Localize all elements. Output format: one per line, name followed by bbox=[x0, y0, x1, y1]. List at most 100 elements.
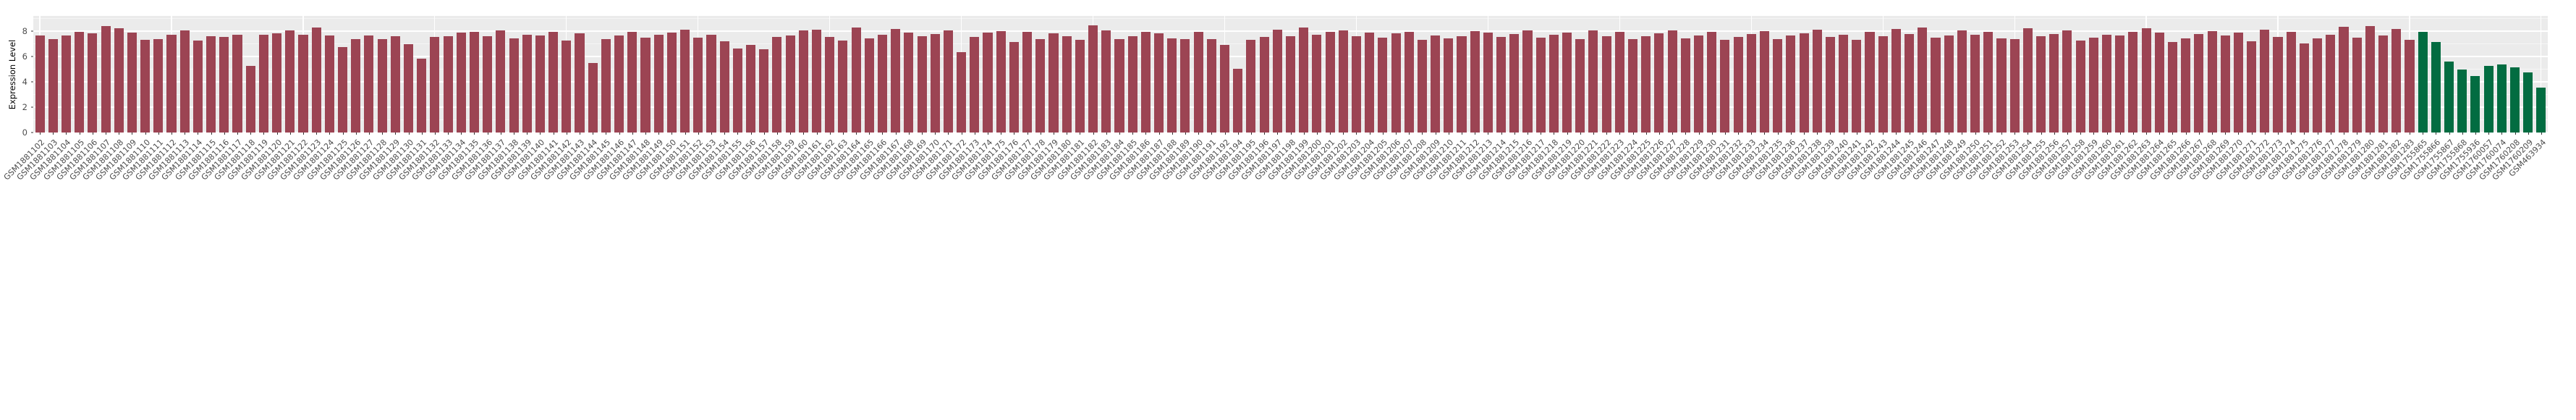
bar[interactable] bbox=[614, 35, 624, 133]
bar[interactable] bbox=[1878, 36, 1888, 133]
bar[interactable] bbox=[1891, 28, 1901, 133]
bar[interactable] bbox=[2022, 28, 2033, 133]
bar[interactable] bbox=[2483, 65, 2494, 133]
bar[interactable] bbox=[48, 38, 58, 133]
bar[interactable] bbox=[1259, 36, 1269, 133]
bar[interactable] bbox=[2088, 37, 2098, 133]
bar[interactable] bbox=[1206, 39, 1216, 133]
bar[interactable] bbox=[1101, 30, 1111, 133]
bar[interactable] bbox=[1391, 33, 1401, 133]
bar[interactable] bbox=[1404, 32, 1414, 133]
bar[interactable] bbox=[1957, 30, 1967, 133]
bar[interactable] bbox=[1548, 35, 1559, 133]
bar[interactable] bbox=[811, 30, 822, 133]
bar[interactable] bbox=[891, 29, 901, 133]
bar[interactable] bbox=[2101, 35, 2112, 133]
bar[interactable] bbox=[1918, 27, 1928, 133]
bar[interactable] bbox=[166, 34, 177, 133]
bar[interactable] bbox=[2339, 27, 2349, 133]
bar[interactable] bbox=[272, 33, 282, 133]
bar[interactable] bbox=[627, 31, 637, 133]
bar[interactable] bbox=[1233, 69, 1243, 133]
bar[interactable] bbox=[1825, 37, 1835, 133]
bar[interactable] bbox=[877, 35, 888, 133]
bar[interactable] bbox=[2431, 42, 2441, 133]
bar[interactable] bbox=[904, 33, 914, 133]
bar[interactable] bbox=[2075, 41, 2085, 133]
bar[interactable] bbox=[1733, 36, 1743, 133]
bar[interactable] bbox=[1114, 38, 1124, 133]
bar[interactable] bbox=[2009, 39, 2020, 133]
bar[interactable] bbox=[1641, 36, 1651, 133]
bar[interactable] bbox=[483, 35, 493, 133]
bar[interactable] bbox=[522, 34, 532, 133]
bar[interactable] bbox=[2062, 30, 2072, 133]
bar[interactable] bbox=[245, 65, 255, 133]
bar[interactable] bbox=[864, 38, 874, 133]
bar[interactable] bbox=[1496, 36, 1507, 133]
bar[interactable] bbox=[2418, 32, 2428, 133]
bar[interactable] bbox=[1996, 38, 2007, 133]
bar[interactable] bbox=[2405, 40, 2415, 133]
bar[interactable] bbox=[390, 35, 400, 133]
bar[interactable] bbox=[1180, 38, 1190, 133]
bar[interactable] bbox=[298, 35, 308, 133]
bar[interactable] bbox=[588, 62, 598, 133]
bar[interactable] bbox=[1667, 30, 1677, 133]
bar[interactable] bbox=[1470, 31, 1480, 133]
bar[interactable] bbox=[1852, 40, 1862, 133]
bar[interactable] bbox=[825, 37, 835, 133]
bar[interactable] bbox=[1088, 25, 1098, 133]
bar[interactable] bbox=[2523, 72, 2533, 133]
bar[interactable] bbox=[1931, 38, 1941, 133]
bar[interactable] bbox=[338, 47, 348, 133]
bar[interactable] bbox=[351, 38, 361, 133]
bar[interactable] bbox=[1693, 35, 1704, 133]
bar[interactable] bbox=[88, 33, 98, 133]
bar[interactable] bbox=[2128, 31, 2138, 133]
bar[interactable] bbox=[417, 58, 427, 133]
bar[interactable] bbox=[1378, 38, 1388, 133]
bar[interactable] bbox=[219, 37, 229, 133]
bar[interactable] bbox=[2035, 36, 2046, 133]
bar[interactable] bbox=[496, 30, 506, 133]
bar[interactable] bbox=[1062, 36, 1072, 133]
bar[interactable] bbox=[1839, 34, 1849, 133]
bar[interactable] bbox=[693, 38, 703, 133]
bar[interactable] bbox=[1365, 32, 1375, 133]
bar[interactable] bbox=[2260, 29, 2270, 133]
bar[interactable] bbox=[1325, 32, 1335, 133]
bar[interactable] bbox=[232, 34, 242, 133]
bar[interactable] bbox=[2194, 33, 2204, 133]
bar[interactable] bbox=[1707, 32, 1717, 133]
bar[interactable] bbox=[469, 31, 480, 133]
bar[interactable] bbox=[996, 30, 1006, 133]
bar[interactable] bbox=[2167, 42, 2178, 133]
bar[interactable] bbox=[1720, 40, 1730, 133]
bar[interactable] bbox=[1312, 35, 1322, 133]
bar[interactable] bbox=[746, 45, 756, 133]
bar[interactable] bbox=[430, 37, 440, 133]
bar[interactable] bbox=[1983, 31, 1994, 133]
bar[interactable] bbox=[1140, 31, 1151, 133]
bar[interactable] bbox=[377, 38, 387, 133]
bar[interactable] bbox=[2299, 43, 2309, 133]
bar[interactable] bbox=[127, 33, 137, 133]
bar[interactable] bbox=[838, 41, 848, 133]
bar[interactable] bbox=[706, 34, 716, 133]
bar[interactable] bbox=[535, 35, 545, 133]
bar[interactable] bbox=[1431, 35, 1441, 133]
bar[interactable] bbox=[2154, 32, 2164, 133]
bar[interactable] bbox=[1522, 30, 1533, 133]
bar[interactable] bbox=[2365, 25, 2375, 133]
bar[interactable] bbox=[548, 32, 559, 133]
bar[interactable] bbox=[1246, 39, 1256, 133]
bar[interactable] bbox=[153, 38, 164, 133]
bar[interactable] bbox=[140, 39, 151, 133]
bar[interactable] bbox=[2207, 30, 2217, 133]
bar[interactable] bbox=[75, 31, 85, 133]
bar[interactable] bbox=[364, 35, 374, 133]
bar[interactable] bbox=[456, 33, 466, 133]
bar[interactable] bbox=[35, 35, 45, 133]
bar[interactable] bbox=[324, 35, 334, 133]
